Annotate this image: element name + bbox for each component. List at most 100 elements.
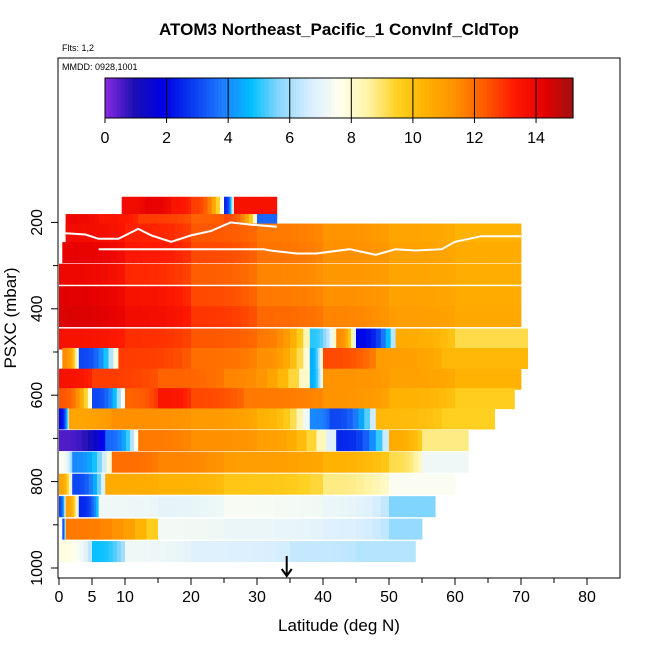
heatmap-cell <box>174 328 184 350</box>
heatmap-cell <box>77 242 87 264</box>
heatmap-cell <box>60 473 63 495</box>
heatmap-cell <box>64 347 67 369</box>
colorbar-step <box>264 78 270 118</box>
heatmap-cell <box>479 286 489 308</box>
heatmap-cell <box>463 368 472 390</box>
heatmap-cell <box>182 223 192 245</box>
heatmap-cell <box>347 388 357 410</box>
heatmap-cell <box>158 496 167 518</box>
colorbar-step <box>268 78 274 118</box>
heatmap-cell <box>389 223 398 245</box>
heatmap-cell <box>113 347 119 369</box>
heatmap-cell <box>144 430 152 452</box>
heatmap-cell <box>207 286 217 308</box>
heatmap-cell <box>322 408 326 430</box>
heatmap-cell <box>224 368 236 390</box>
heatmap-cell <box>401 518 406 540</box>
heatmap-cell <box>207 242 217 264</box>
heatmap-cell <box>59 263 68 285</box>
tropopause-lines <box>65 221 521 256</box>
heatmap-cell <box>389 388 398 410</box>
heatmap-cell <box>174 263 184 285</box>
heatmap-cell <box>149 328 159 350</box>
heatmap-cell <box>136 196 140 218</box>
heatmap-cell <box>182 541 192 563</box>
heatmap-cell <box>346 408 354 430</box>
heatmap-cell <box>96 541 101 563</box>
colorbar-step <box>385 78 391 118</box>
x-tick-label: 40 <box>314 589 332 606</box>
heatmap-cell <box>318 347 321 369</box>
heatmap-cell <box>65 408 67 430</box>
heatmap-cell <box>182 263 192 285</box>
heatmap-cell <box>323 223 332 245</box>
heatmap-cell <box>63 368 68 390</box>
heatmap-cell <box>191 242 200 264</box>
heatmap-cell <box>203 541 217 563</box>
heatmap-cell <box>68 408 75 430</box>
heatmap-cell <box>283 347 291 369</box>
heatmap-cell <box>149 242 159 264</box>
colorbar-step <box>502 78 508 118</box>
colorbar-step <box>229 78 235 118</box>
heatmap-cell <box>158 196 162 218</box>
heatmap-cell <box>281 263 291 285</box>
heatmap-cell <box>199 496 208 518</box>
heatmap-cell <box>446 223 456 245</box>
heatmap-cell <box>151 196 156 218</box>
heatmap-cell <box>356 541 364 563</box>
heatmap-cell <box>389 263 398 285</box>
x-tick-label: 0 <box>55 589 64 606</box>
heatmap-cell <box>405 242 415 264</box>
heatmap-cell <box>277 541 291 563</box>
colorbar-tick-label: 8 <box>347 130 356 147</box>
heatmap-cell <box>186 388 192 410</box>
y-axis: 200 400 600 800 1000 <box>29 209 58 586</box>
heatmap-cell <box>191 286 200 308</box>
heatmap-cell <box>504 368 514 390</box>
heatmap-cell <box>248 286 258 308</box>
heatmap-cell <box>276 347 284 369</box>
colorbar-step <box>362 78 367 118</box>
heatmap-cell <box>310 451 324 473</box>
heatmap-cell <box>108 286 118 308</box>
heatmap-cell <box>62 451 65 473</box>
heatmap-cell <box>413 388 423 410</box>
heatmap-cell <box>133 306 142 328</box>
heatmap-cell <box>207 496 217 518</box>
guide-line <box>98 235 521 256</box>
heatmap-cell <box>191 263 200 285</box>
heatmap-cell <box>121 430 127 452</box>
heatmap-cell <box>76 430 83 452</box>
heatmap-cell <box>290 328 297 350</box>
heatmap-cell <box>438 473 448 495</box>
heatmap-cell <box>182 473 192 495</box>
heatmap-cell <box>372 496 382 518</box>
heatmap-cell <box>509 328 519 350</box>
heatmap-cell <box>65 496 68 518</box>
heatmap-cell <box>400 408 410 430</box>
guide-line <box>65 221 277 243</box>
heatmap-cell <box>164 430 172 452</box>
heatmap-cell <box>339 368 349 390</box>
heatmap-cell <box>309 408 313 430</box>
colorbar-step <box>378 78 383 118</box>
heatmap-cell <box>477 388 486 410</box>
heatmap-cell <box>273 242 283 264</box>
heatmap-cell <box>166 306 175 328</box>
heatmap-cell <box>455 223 464 245</box>
heatmap-cell <box>380 388 390 410</box>
colorbar-tick-label: 14 <box>527 130 545 147</box>
heatmap-cell <box>230 196 232 218</box>
heatmap-cell <box>504 286 514 308</box>
heatmap-cell <box>331 451 340 473</box>
heatmap-cell <box>96 496 99 518</box>
heatmap-cell <box>331 242 340 264</box>
heatmap-cell <box>339 518 349 540</box>
heatmap-cell <box>77 518 90 540</box>
heatmap-cell <box>323 388 332 410</box>
heatmap-cell <box>290 306 299 328</box>
heatmap-cell <box>215 451 225 473</box>
heatmap-cell <box>144 196 149 218</box>
heatmap-cell <box>111 518 124 540</box>
